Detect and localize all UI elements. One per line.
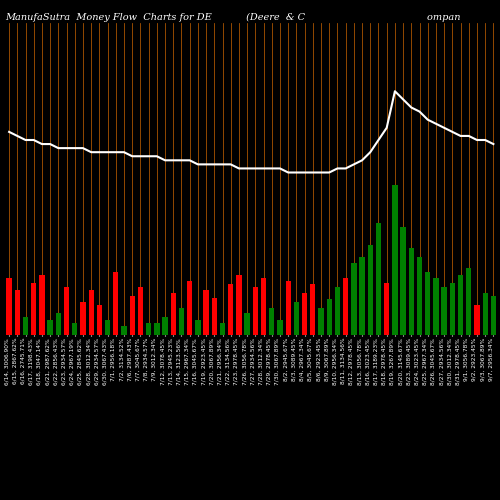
Bar xyxy=(408,248,414,335)
Bar xyxy=(269,308,274,335)
Bar xyxy=(170,293,176,335)
Bar xyxy=(146,323,152,335)
Bar xyxy=(220,323,225,335)
Bar xyxy=(244,312,250,335)
Bar xyxy=(130,296,135,335)
Bar xyxy=(138,287,143,335)
Bar xyxy=(40,275,44,335)
Bar xyxy=(187,281,192,335)
Bar xyxy=(31,282,36,335)
Text: ManufaSutra  Money Flow  Charts for DE           (Deere  & C                    : ManufaSutra Money Flow Charts for DE (De… xyxy=(5,12,460,22)
Bar xyxy=(474,305,480,335)
Bar xyxy=(236,275,242,335)
Bar xyxy=(286,281,291,335)
Bar xyxy=(294,302,299,335)
Bar xyxy=(23,317,28,335)
Bar xyxy=(154,323,160,335)
Bar xyxy=(179,308,184,335)
Bar xyxy=(14,290,20,335)
Bar xyxy=(450,282,455,335)
Bar xyxy=(434,278,438,335)
Bar xyxy=(162,317,168,335)
Bar xyxy=(204,290,209,335)
Bar xyxy=(376,222,381,335)
Bar xyxy=(261,278,266,335)
Bar xyxy=(482,293,488,335)
Bar xyxy=(48,320,53,335)
Bar xyxy=(466,268,471,335)
Bar xyxy=(326,299,332,335)
Bar xyxy=(96,305,102,335)
Bar xyxy=(252,287,258,335)
Bar xyxy=(384,282,390,335)
Bar xyxy=(80,302,86,335)
Bar xyxy=(56,312,61,335)
Bar xyxy=(278,320,282,335)
Bar xyxy=(343,278,348,335)
Bar xyxy=(392,185,398,335)
Bar xyxy=(368,245,373,335)
Bar xyxy=(64,287,69,335)
Bar xyxy=(360,257,364,335)
Bar xyxy=(458,275,463,335)
Bar xyxy=(122,326,126,335)
Bar xyxy=(400,227,406,335)
Bar xyxy=(113,272,118,335)
Bar xyxy=(490,296,496,335)
Bar xyxy=(228,284,234,335)
Bar xyxy=(105,320,110,335)
Bar xyxy=(417,257,422,335)
Bar xyxy=(72,323,78,335)
Bar xyxy=(318,308,324,335)
Bar xyxy=(351,263,356,335)
Bar xyxy=(6,278,12,335)
Bar xyxy=(88,290,94,335)
Bar xyxy=(195,320,200,335)
Bar xyxy=(335,287,340,335)
Bar xyxy=(310,284,316,335)
Bar xyxy=(212,298,217,335)
Bar xyxy=(425,272,430,335)
Bar xyxy=(302,293,308,335)
Bar xyxy=(442,287,447,335)
